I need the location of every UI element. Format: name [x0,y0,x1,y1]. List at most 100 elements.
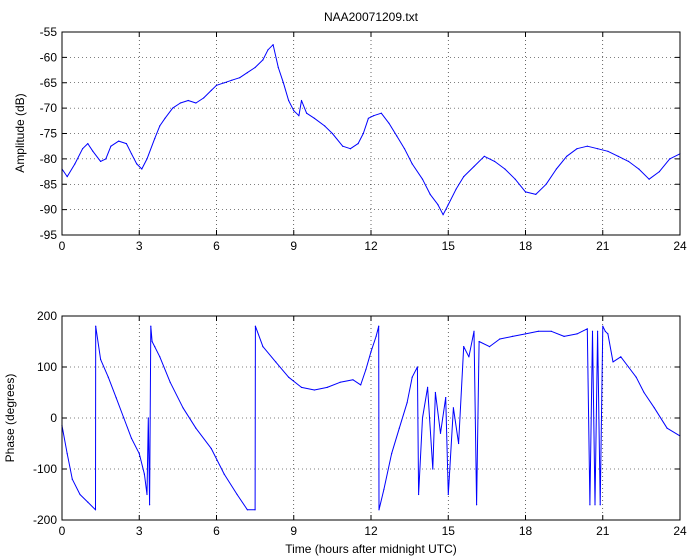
data-point [591,330,594,332]
x-tick-label: 18 [519,239,533,253]
data-point [373,115,375,117]
data-point [300,99,303,102]
data-point [375,335,377,337]
data-point [599,504,601,506]
data-point [635,376,637,378]
data-point [147,417,149,419]
data-point [288,99,290,102]
x-tick-label: 15 [442,239,456,253]
data-point [313,117,315,119]
data-point [452,407,454,409]
series-group [61,325,681,511]
data-point [187,99,189,102]
data-point [378,509,380,511]
data-point [125,143,127,145]
data-point [94,509,97,511]
data-point [597,148,599,150]
data-point [339,381,341,383]
phase-panel: 0 3 6 9 12 15 18 21 24 200 100 0 -100 -200 Time (hou… [3,309,687,556]
data-point [416,366,418,368]
y-tick-label: 200 [37,309,57,323]
data-point [288,376,290,378]
data-point [535,193,537,195]
data-point [473,330,475,332]
data-point [159,125,161,127]
amplitude-panel: NAA20071209.txt 0 3 6 9 12 15 18 21 24 -55 -60 -65… [13,10,687,253]
data-point [403,148,406,150]
data-point [349,148,351,150]
data-point [612,361,614,363]
y-tick-label: -100 [33,462,57,476]
data-point [427,386,429,388]
data-point [398,427,400,429]
data-point [648,178,650,180]
data-point [607,150,609,152]
data-point [254,509,256,511]
data-point [172,107,174,109]
chart-title: NAA20071209.txt [324,10,419,24]
axes-box [61,31,681,236]
y-tick-label: -90 [40,203,58,217]
data-point [476,504,478,506]
data-point [511,335,514,337]
data-point [179,102,181,104]
data-point [123,417,125,419]
data-point [100,160,102,162]
axes-box [61,315,681,521]
data-point [66,453,68,455]
x-tick-labels: 0 3 6 9 12 15 18 21 24 [59,239,687,253]
data-point [342,145,344,147]
data-point [262,59,264,61]
y-tick-label: -200 [33,513,57,527]
x-tick-label: 24 [673,524,687,538]
data-point [483,155,485,157]
y-tick-label: -60 [40,50,58,64]
data-point [447,493,449,496]
data-point [627,366,630,368]
data-point [411,376,413,378]
data-point [79,493,81,496]
data-point [195,102,197,104]
data-point [362,132,364,135]
data-point [326,386,328,388]
data-point [447,204,449,206]
x-tick-label: 21 [596,524,610,538]
x-tick-label: 18 [519,524,533,538]
data-point [324,125,326,127]
data-point [524,333,527,335]
x-tick-label: 6 [213,524,220,538]
data-point [388,122,390,124]
data-point [421,178,424,180]
x-tick-label: 6 [213,239,220,253]
x-tick-label: 9 [290,239,297,253]
data-point [136,163,138,165]
y-tick-label: -55 [40,25,58,39]
data-point [576,333,578,335]
data-point [115,397,117,399]
series-line [61,44,681,216]
x-tick-label: 0 [59,524,66,538]
data-point [627,160,630,162]
data-point [396,135,398,137]
data-point [254,325,256,327]
data-point [267,49,269,51]
data-point [597,330,599,332]
data-point [223,82,225,84]
x-tick-label: 21 [596,239,610,253]
data-point [300,386,303,388]
data-point [604,330,606,332]
y-tick-labels: 200 100 0 -100 -200 [33,309,57,527]
data-point [169,381,171,383]
data-point [282,82,284,84]
data-point [293,110,295,112]
data-point [658,171,661,173]
data-point [223,473,225,475]
data-point [277,66,279,69]
data-point [545,183,547,185]
data-point [100,358,102,360]
data-point [589,504,591,506]
data-point [275,361,277,363]
data-point [87,501,89,503]
y-tick-label: 0 [50,411,57,425]
